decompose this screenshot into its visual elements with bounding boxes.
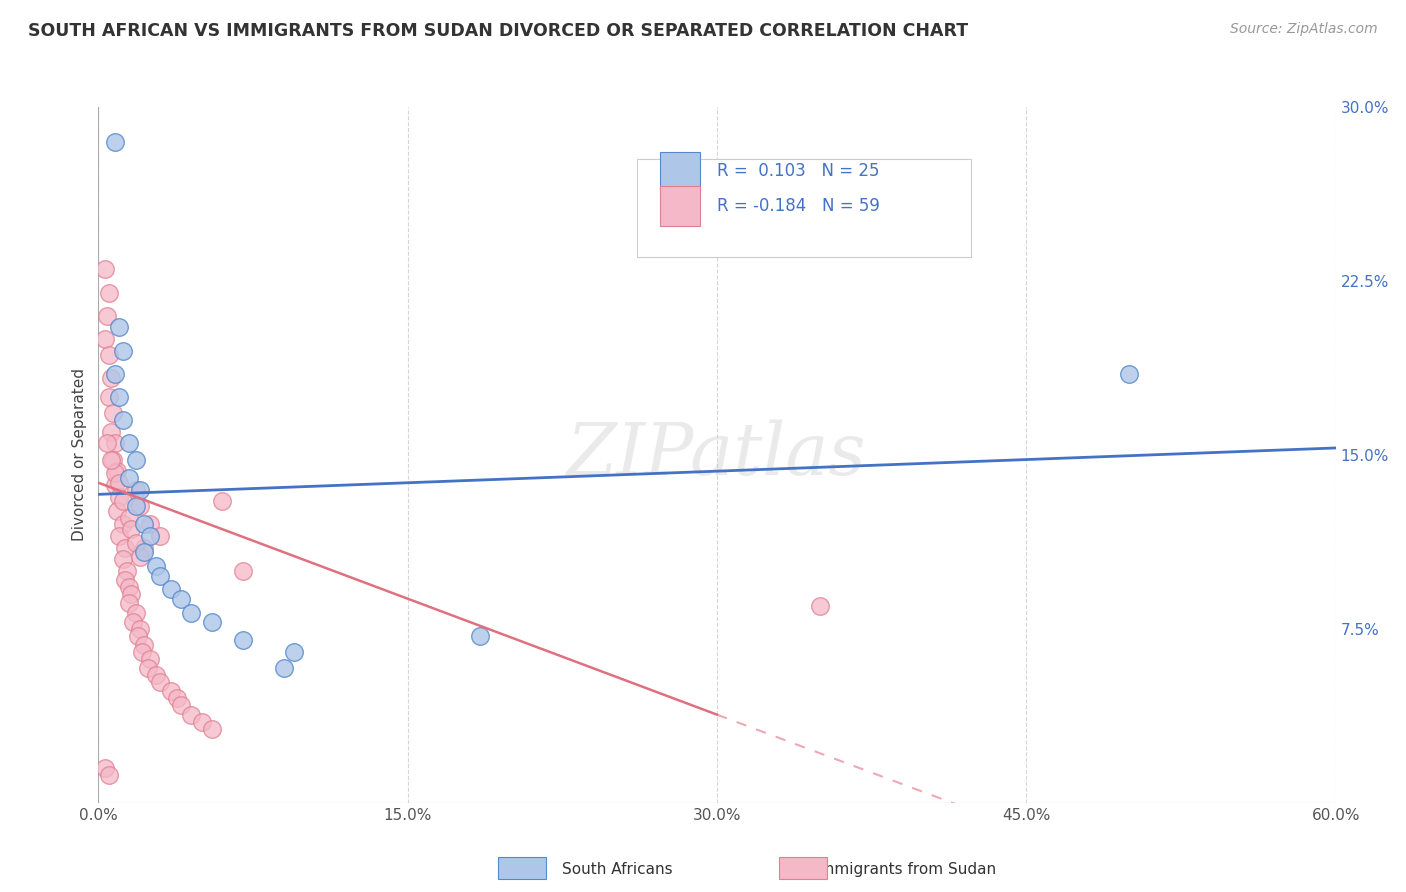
Point <box>273 661 295 675</box>
Point <box>170 698 193 713</box>
Point <box>93 332 115 346</box>
Point <box>117 564 139 578</box>
Text: Source: ZipAtlas.com: Source: ZipAtlas.com <box>1230 22 1378 37</box>
Point <box>128 622 150 636</box>
Point <box>132 517 155 532</box>
Point <box>112 494 135 508</box>
Point <box>190 714 212 729</box>
Point <box>149 568 172 582</box>
Point <box>136 661 159 675</box>
FancyBboxPatch shape <box>661 186 700 226</box>
Point <box>104 478 127 492</box>
FancyBboxPatch shape <box>661 152 700 191</box>
Point <box>97 348 120 362</box>
Point <box>108 320 131 334</box>
Point <box>124 536 146 550</box>
Point <box>132 545 155 559</box>
Point <box>211 494 233 508</box>
Point <box>201 722 224 736</box>
Point <box>93 262 115 277</box>
Point <box>105 464 128 478</box>
Point <box>128 483 150 497</box>
Point <box>128 499 150 513</box>
Point <box>159 582 181 597</box>
Point <box>232 633 254 648</box>
Point <box>101 452 124 467</box>
Point <box>139 529 162 543</box>
Point <box>159 684 181 698</box>
Point <box>100 371 122 385</box>
Point <box>166 691 188 706</box>
Point <box>96 436 118 450</box>
FancyBboxPatch shape <box>637 159 970 257</box>
Point <box>170 591 193 606</box>
Point <box>97 390 120 404</box>
Point <box>114 541 136 555</box>
Point <box>201 615 224 629</box>
Text: R =  0.103   N = 25: R = 0.103 N = 25 <box>717 162 880 180</box>
Point <box>131 645 153 659</box>
Point <box>108 390 131 404</box>
Point <box>118 580 141 594</box>
Point <box>124 452 146 467</box>
Point <box>145 559 167 574</box>
Point <box>97 768 120 782</box>
Point <box>105 503 128 517</box>
Point <box>149 529 172 543</box>
Point <box>124 499 146 513</box>
Point <box>120 587 142 601</box>
Point <box>139 517 162 532</box>
Point <box>108 529 131 543</box>
Point <box>101 406 124 420</box>
Point <box>127 629 149 643</box>
Point <box>149 675 172 690</box>
Point <box>112 343 135 358</box>
Text: South Africans: South Africans <box>562 863 673 877</box>
Point <box>283 645 305 659</box>
Point <box>112 413 135 427</box>
Point <box>97 285 120 300</box>
Point <box>118 510 141 524</box>
Point <box>145 668 167 682</box>
Text: R = -0.184   N = 59: R = -0.184 N = 59 <box>717 197 880 215</box>
Point <box>104 436 127 450</box>
Point <box>93 761 115 775</box>
Point <box>132 541 155 555</box>
Point <box>232 564 254 578</box>
Point <box>124 606 146 620</box>
Point <box>468 629 491 643</box>
Point <box>100 425 122 439</box>
Point <box>112 552 135 566</box>
Point <box>139 652 162 666</box>
Text: Immigrants from Sudan: Immigrants from Sudan <box>815 863 997 877</box>
Y-axis label: Divorced or Separated: Divorced or Separated <box>72 368 87 541</box>
Point <box>808 599 831 613</box>
Point <box>118 436 141 450</box>
Point <box>118 471 141 485</box>
Point <box>104 135 127 149</box>
Point <box>104 367 127 381</box>
Point <box>122 615 145 629</box>
Text: ZIPatlas: ZIPatlas <box>567 419 868 491</box>
Point <box>96 309 118 323</box>
Point <box>108 490 131 504</box>
Point <box>114 573 136 587</box>
Point <box>120 522 142 536</box>
Text: SOUTH AFRICAN VS IMMIGRANTS FROM SUDAN DIVORCED OR SEPARATED CORRELATION CHART: SOUTH AFRICAN VS IMMIGRANTS FROM SUDAN D… <box>28 22 969 40</box>
Point <box>112 517 135 532</box>
Point <box>180 707 202 722</box>
Point <box>132 638 155 652</box>
Point <box>108 475 131 490</box>
Point <box>128 549 150 564</box>
Point <box>118 596 141 610</box>
Point <box>124 483 146 497</box>
Point <box>180 606 202 620</box>
Point <box>1118 367 1140 381</box>
Point <box>100 452 122 467</box>
Point <box>104 467 127 481</box>
